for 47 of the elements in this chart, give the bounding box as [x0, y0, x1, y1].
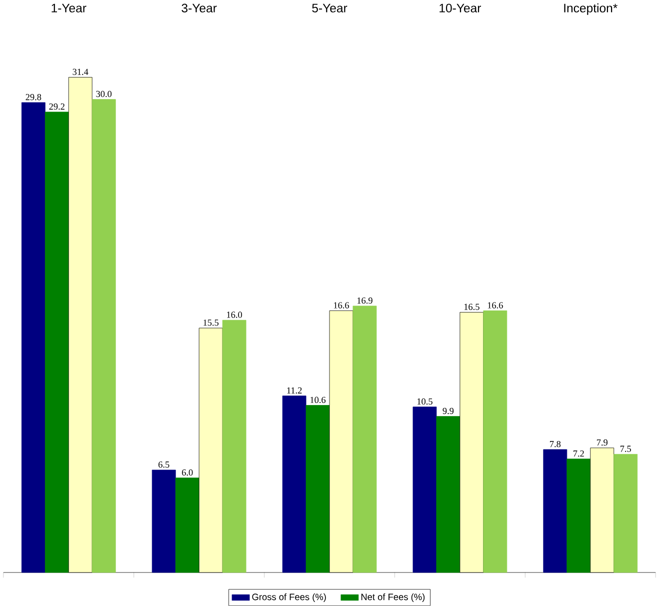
bar: [412, 406, 437, 573]
data-label: 31.4: [72, 68, 88, 76]
bar: [543, 449, 568, 573]
legend-label: Net of Fees (%): [361, 593, 425, 602]
bar: [566, 458, 591, 573]
data-label: 6.5: [158, 462, 170, 468]
data-label: 7.9: [596, 439, 608, 446]
data-label: 6.0: [182, 469, 193, 476]
data-label: 16.9: [357, 298, 372, 304]
x-tick-label: 5-Year: [312, 4, 348, 12]
data-label: 7.5: [620, 446, 631, 452]
data-label: 29.2: [49, 104, 64, 110]
data-label: 9.9: [442, 408, 454, 414]
x-tick-label: 3-Year: [182, 4, 217, 12]
x-tick-label: 1-Year: [52, 4, 86, 12]
legend-label: Gross of Fees (%): [252, 593, 326, 602]
bar: [152, 470, 176, 573]
bar: [282, 396, 306, 573]
data-label: 16.6: [488, 302, 503, 308]
bar: [92, 99, 116, 573]
data-label: 16.0: [227, 312, 242, 318]
data-label: 30.0: [96, 90, 112, 98]
data-label: 10.6: [310, 396, 326, 404]
data-label: 15.5: [204, 320, 219, 326]
bar: [436, 416, 460, 573]
bar: [329, 310, 354, 573]
bar: [68, 77, 92, 573]
bar: [175, 478, 200, 573]
bar: [222, 320, 246, 573]
bar: [460, 312, 484, 573]
data-label: 16.6: [334, 302, 350, 308]
data-label: 16.5: [464, 304, 480, 310]
data-label: 10.5: [417, 398, 432, 405]
bar: [590, 448, 614, 573]
bar: [483, 310, 508, 573]
bar: [306, 405, 330, 573]
x-tick-label: 10-Year: [440, 4, 482, 12]
data-label: 7.8: [550, 440, 561, 448]
data-label: 29.8: [26, 94, 42, 100]
data-label: 7.2: [573, 450, 584, 457]
bar: [198, 328, 223, 573]
x-tick-label: Inception*: [564, 3, 618, 15]
bar: [614, 454, 638, 573]
bar: [352, 306, 377, 573]
bar: [44, 112, 69, 573]
data-label: 11.2: [287, 387, 302, 394]
bar: [21, 102, 46, 573]
